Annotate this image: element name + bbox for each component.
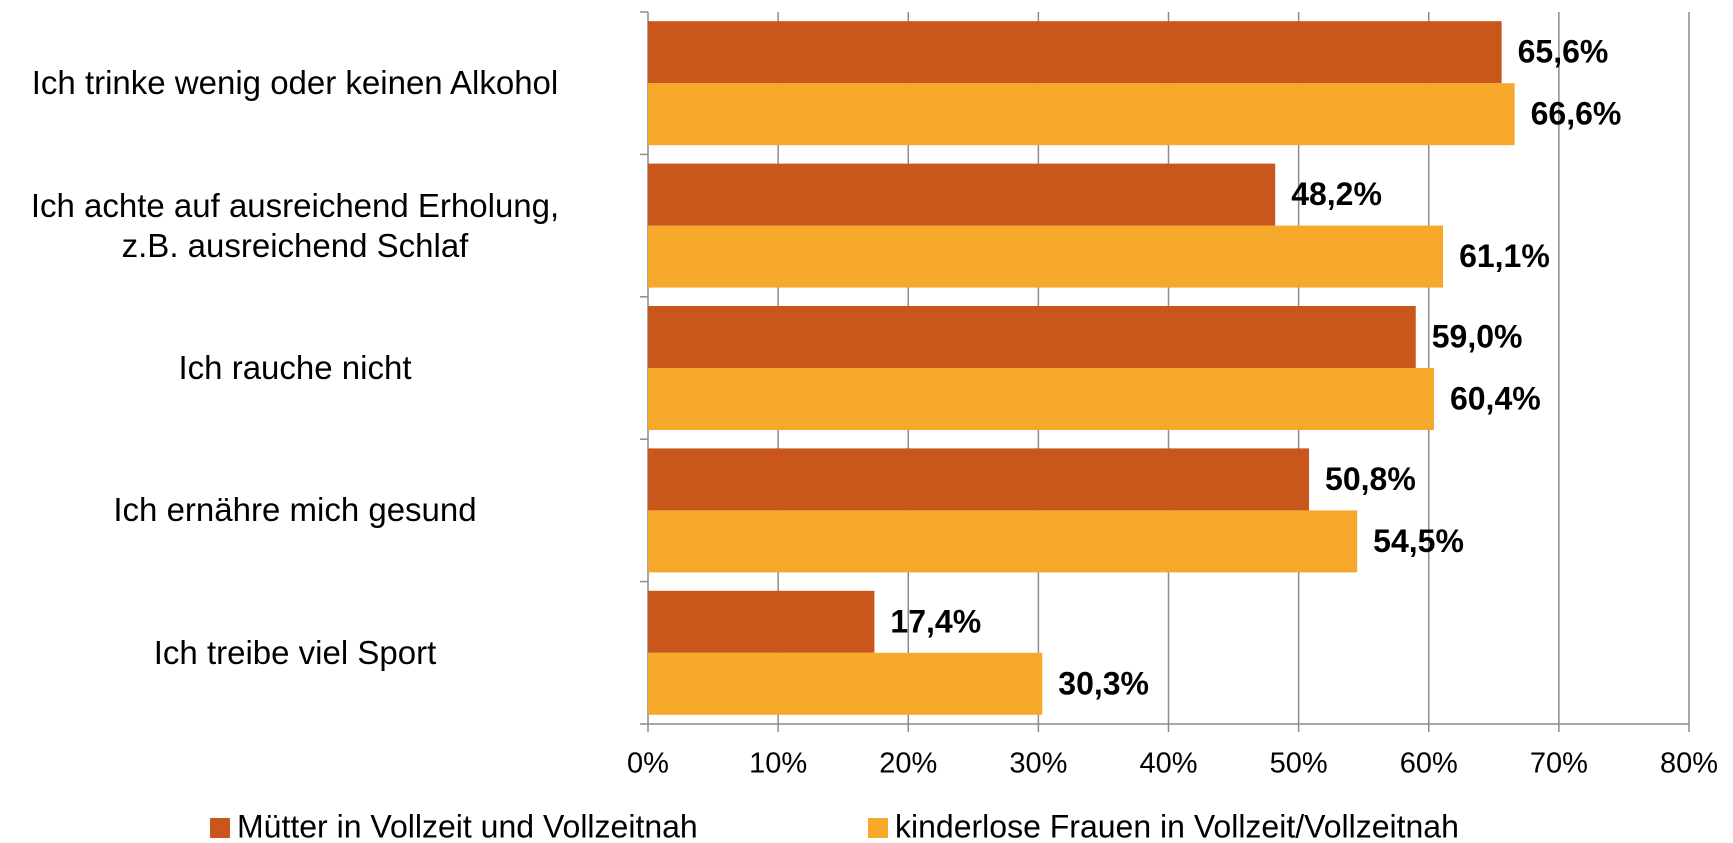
data-label: 66,6% xyxy=(1531,96,1622,132)
data-label: 61,1% xyxy=(1459,238,1550,274)
data-label: 17,4% xyxy=(890,603,981,639)
x-tick-label: 70% xyxy=(1530,748,1588,780)
x-tick-label: 10% xyxy=(749,748,807,780)
bar xyxy=(648,83,1515,146)
bar xyxy=(648,225,1444,288)
legend-label: Mütter in Vollzeit und Vollzeitnah xyxy=(237,808,698,843)
x-tick-label: 40% xyxy=(1139,748,1197,780)
bar xyxy=(648,368,1434,430)
y-tick-label: Ich trinke wenig oder keinen Alkohol xyxy=(31,64,559,102)
y-tick-label: Ich achte auf ausreichend Erholung, z.B.… xyxy=(30,186,560,264)
x-tick-label: 60% xyxy=(1400,748,1458,780)
y-tick-label: Ich treibe viel Sport xyxy=(153,633,437,671)
x-tick-label: 50% xyxy=(1270,748,1328,780)
data-label: 65,6% xyxy=(1518,34,1609,70)
y-tick-label: Ich rauche nicht xyxy=(178,349,412,386)
x-tick-label: 30% xyxy=(1009,748,1067,780)
data-label: 50,8% xyxy=(1325,461,1416,497)
bar xyxy=(648,448,1310,511)
bar xyxy=(648,652,1043,715)
bar xyxy=(648,590,875,653)
y-tick-label: Ich ernähre mich gesund xyxy=(113,491,477,529)
legend-swatch xyxy=(210,818,230,838)
data-label: 30,3% xyxy=(1058,665,1149,701)
data-label: 59,0% xyxy=(1432,318,1523,354)
x-tick-label: 80% xyxy=(1660,748,1718,780)
bar xyxy=(648,510,1358,573)
data-label: 54,5% xyxy=(1373,523,1464,559)
legend-swatch xyxy=(868,818,888,838)
bar xyxy=(648,21,1502,84)
data-label: 48,2% xyxy=(1291,176,1382,212)
bar xyxy=(648,306,1416,368)
data-label: 60,4% xyxy=(1450,380,1541,416)
x-tick-label: 0% xyxy=(627,748,669,780)
legend-label: kinderlose Frauen in Vollzeit/Vollzeitna… xyxy=(895,808,1459,843)
x-tick-label: 20% xyxy=(879,748,937,780)
bar xyxy=(648,163,1276,226)
